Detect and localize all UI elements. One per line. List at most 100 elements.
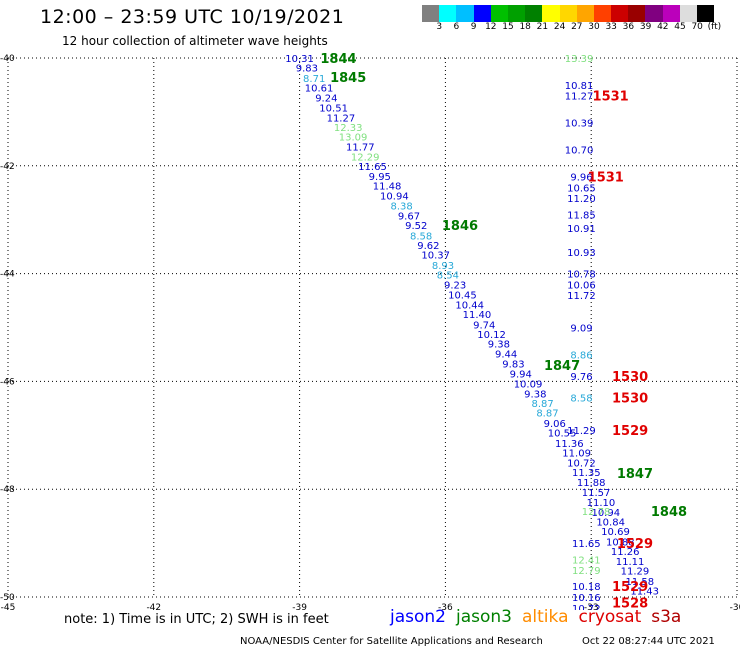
- footer-timestamp: Oct 22 08:27:44 UTC 2021: [582, 636, 715, 647]
- colorbar-swatch: [576, 5, 594, 22]
- legend-item-s3a: s3a: [651, 607, 682, 627]
- data-point-label: 10.72: [572, 604, 601, 610]
- colorbar-label: 21: [536, 22, 549, 32]
- data-point-label: 11.09: [562, 449, 591, 460]
- colorbar-label: (ft): [707, 22, 722, 32]
- data-point-label: 9.24: [315, 93, 337, 104]
- x-tick-label: -30: [730, 603, 740, 610]
- data-point-label: 11.10: [587, 498, 616, 509]
- data-point-label: 11.85: [567, 210, 596, 221]
- data-point-label: 9.44: [495, 349, 517, 360]
- data-point-label: 10.78: [567, 270, 596, 281]
- data-point-label: 10.45: [448, 291, 477, 302]
- data-point-label: 9.74: [473, 320, 495, 331]
- data-point-label: 8.93: [432, 261, 454, 272]
- data-point-label: 11.65: [572, 539, 601, 550]
- data-point-label: 10.06: [567, 280, 596, 291]
- data-point-label: 9.23: [444, 280, 466, 291]
- data-point-label: 8.86: [570, 350, 592, 361]
- data-point-label: 9.38: [524, 389, 546, 400]
- data-point-label: 8.87: [531, 399, 553, 410]
- data-point-label: 11.72: [567, 291, 596, 302]
- x-tick-label: -42: [146, 603, 161, 610]
- data-point-label: 10.72: [567, 458, 596, 469]
- chart-title: 12:00 – 23:59 UTC 10/19/2021: [40, 6, 345, 28]
- colorbar-label: 12: [485, 22, 497, 32]
- data-point-label: 10.88: [606, 537, 635, 548]
- colorbar-label: 24: [553, 22, 566, 32]
- y-tick-label: -40: [0, 54, 15, 64]
- legend-item-altika: altika: [522, 607, 569, 627]
- time-label: 1529: [612, 580, 648, 595]
- data-point-label: 9.52: [405, 221, 427, 232]
- time-label: 1847: [544, 359, 580, 374]
- y-tick-label: -44: [0, 270, 15, 280]
- data-point-label: 9.09: [570, 324, 592, 335]
- data-point-label: 10.94: [591, 508, 620, 519]
- colorbar-swatch: [525, 5, 543, 22]
- data-point-label: 10.91: [567, 224, 596, 235]
- colorbar: [422, 5, 715, 22]
- colorbar-label: 15: [502, 22, 514, 32]
- x-tick-label: -45: [1, 603, 16, 610]
- data-point-label: 11.57: [582, 488, 611, 499]
- data-point-label: 8.71: [303, 74, 325, 85]
- legend: jason2 jason3 altika cryosat s3a: [390, 607, 691, 627]
- time-label: 1531: [588, 171, 624, 186]
- colorbar-swatch: [697, 5, 715, 22]
- colorbar-label: 6: [453, 22, 460, 32]
- colorbar-swatch: [559, 5, 577, 22]
- data-point-label: 9.38: [488, 340, 510, 351]
- data-point-label: 10.16: [572, 593, 601, 604]
- colorbar-label: 36: [622, 22, 635, 32]
- data-point-label: 11.29: [567, 426, 596, 437]
- data-point-label: 11.11: [616, 557, 645, 568]
- data-point-label: 11.58: [625, 577, 654, 588]
- data-point-label: 8.58: [410, 231, 432, 242]
- colorbar-swatch: [542, 5, 560, 22]
- data-point-label: 11.36: [555, 439, 584, 450]
- data-point-label: 10.70: [565, 146, 594, 157]
- time-label: 1530: [612, 392, 648, 407]
- data-point-label: 13.39: [565, 54, 594, 65]
- data-point-label: 9.83: [296, 64, 318, 75]
- data-point-label: 11.27: [565, 92, 594, 103]
- x-tick-label: -39: [292, 603, 307, 610]
- data-point-label: 13.09: [339, 133, 368, 144]
- data-point-label: 8.38: [391, 202, 413, 213]
- colorbar-label: 42: [657, 22, 669, 32]
- data-point-label: 11.27: [327, 113, 356, 124]
- legend-item-cryosat: cryosat: [578, 607, 642, 627]
- data-point-label: 10.93: [567, 248, 596, 259]
- data-point-label: 11.77: [346, 142, 375, 153]
- legend-item-jason3: jason3: [456, 607, 512, 627]
- data-point-label: 10.55: [548, 429, 577, 440]
- data-point-label: 11.35: [572, 468, 601, 479]
- colorbar-label: 45: [674, 22, 686, 32]
- time-label: 1529: [612, 424, 648, 439]
- colorbar-label: 3: [436, 22, 443, 32]
- data-point-label: 9.67: [398, 211, 420, 222]
- data-point-label: 10.69: [601, 527, 630, 538]
- data-point-label: 10.84: [596, 518, 625, 529]
- colorbar-label: 9: [470, 22, 477, 32]
- data-point-label: 10.39: [565, 119, 594, 130]
- data-point-label: 10.37: [421, 251, 450, 262]
- colorbar-label: 30: [588, 22, 600, 32]
- colorbar-swatch: [439, 5, 457, 22]
- data-point-label: 11.88: [577, 478, 606, 489]
- data-point-label: 11.26: [611, 547, 640, 558]
- data-point-label: 11.43: [630, 587, 659, 598]
- data-point-label: 12.78: [582, 507, 611, 518]
- data-point-label: 12.79: [572, 566, 601, 577]
- y-tick-label: -42: [0, 162, 15, 172]
- legend-item-jason2: jason2: [390, 607, 446, 627]
- data-point-label: 10.65: [567, 183, 596, 194]
- y-tick-label: -46: [0, 377, 15, 387]
- colorbar-label: 27: [571, 22, 583, 32]
- data-point-label: 11.65: [358, 162, 387, 173]
- colorbar-swatch: [473, 5, 491, 22]
- data-point-label: 11.29: [621, 567, 650, 578]
- footer-credit: NOAA/NESDIS Center for Satellite Applica…: [240, 636, 543, 647]
- data-point-label: 10.51: [319, 104, 348, 115]
